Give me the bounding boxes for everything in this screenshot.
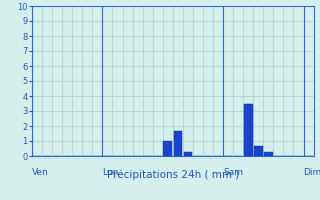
Bar	[254, 146, 262, 156]
Text: Sam: Sam	[223, 168, 243, 177]
Text: Dim: Dim	[304, 168, 320, 177]
Text: Ven: Ven	[32, 168, 49, 177]
Bar	[173, 130, 182, 156]
Bar	[264, 152, 273, 156]
X-axis label: Précipitations 24h ( mm ): Précipitations 24h ( mm )	[107, 170, 239, 180]
Text: Lun: Lun	[102, 168, 119, 177]
Bar	[244, 104, 252, 156]
Bar	[164, 141, 172, 156]
Bar	[184, 152, 192, 156]
